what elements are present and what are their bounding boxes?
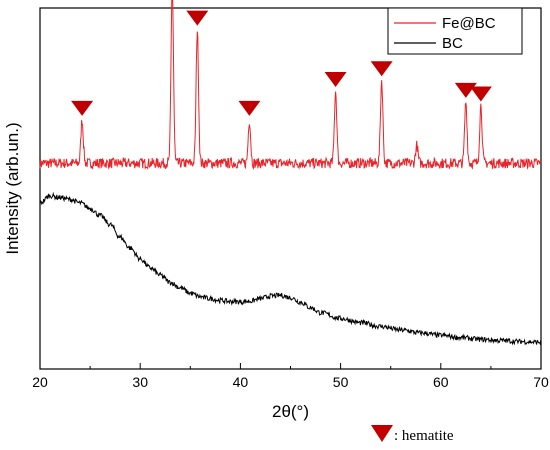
x-tick-label-60: 60 [433, 374, 449, 390]
hematite-key-label: : hematite [394, 428, 454, 444]
hematite-key: : hematite [371, 425, 454, 444]
x-axis: 20 30 40 50 60 70 [32, 363, 549, 390]
x-axis-title: 2θ(°) [272, 402, 309, 421]
series-layer [39, 0, 542, 346]
hematite-marker-icon [324, 72, 347, 88]
hematite-key-triangle-icon [371, 425, 393, 442]
legend: Fe@BC BC [387, 7, 523, 55]
plot-frame [39, 7, 542, 370]
hematite-marker-icon [370, 61, 393, 77]
x-tick-label-40: 40 [233, 374, 249, 390]
hematite-marker-icon [469, 86, 492, 102]
hematite-marker-icon [71, 100, 94, 116]
x-tick-label-30: 30 [132, 374, 148, 390]
hematite-markers [71, 10, 492, 116]
y-axis-title: Intensity (arb.un.) [3, 122, 22, 254]
legend-label-fe-bc: Fe@BC [442, 15, 496, 32]
hematite-marker-icon [238, 100, 261, 116]
legend-box [387, 7, 523, 55]
series-line-bc [39, 191, 542, 346]
series-line-fe-bc [39, 0, 542, 171]
x-tick-label-50: 50 [333, 374, 349, 390]
hematite-marker-icon [186, 10, 209, 26]
legend-label-bc: BC [442, 35, 463, 52]
x-tick-label-70: 70 [533, 374, 549, 390]
x-tick-label-20: 20 [32, 374, 48, 390]
